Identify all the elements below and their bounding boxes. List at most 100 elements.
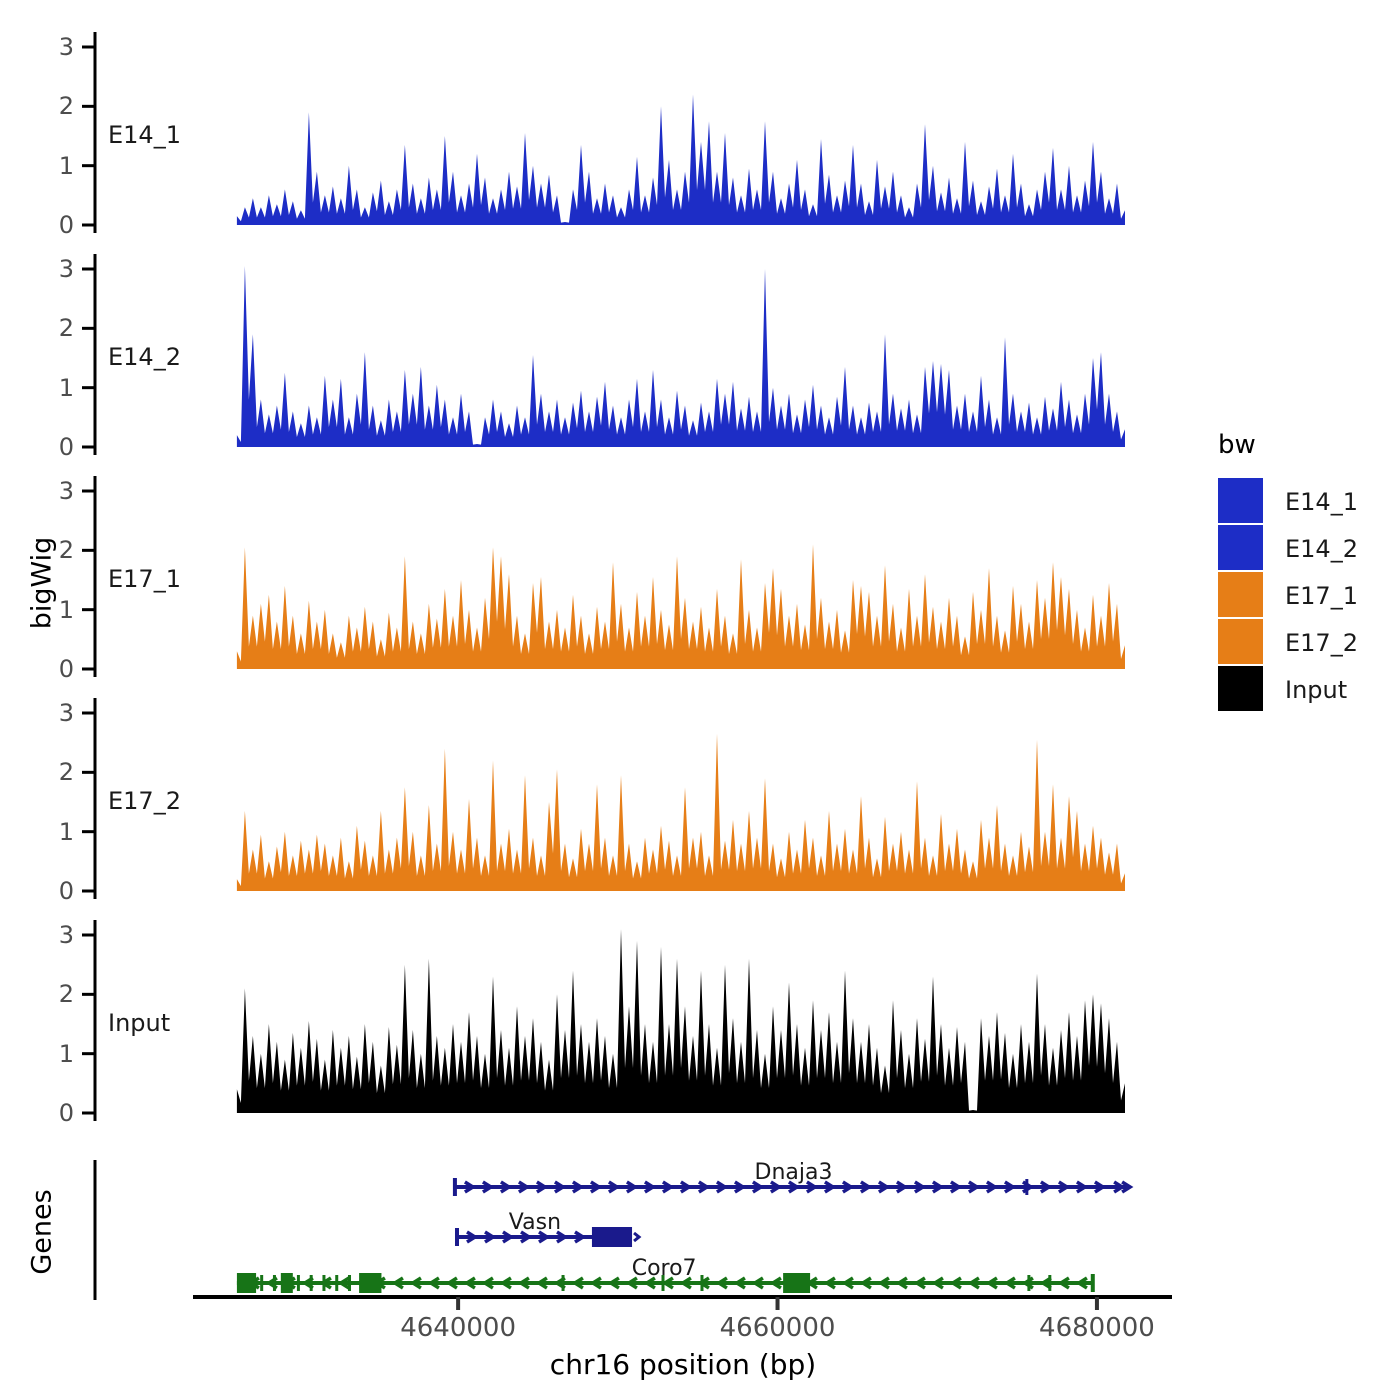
strand-arrow-icon [571, 1276, 584, 1290]
gene-start-bar-Vasn [454, 1228, 459, 1246]
legend-items: E14_1 E14_2 E17_1 E17_2 Input [1218, 478, 1358, 713]
legend-swatch-E14_1 [1218, 478, 1263, 523]
strand-arrow-icon [535, 1180, 549, 1194]
y-tick-label-E17_1-3: 3 [58, 477, 74, 505]
strand-arrow-icon [679, 1180, 693, 1194]
strand-arrow-icon [499, 1276, 512, 1290]
y-tick-label-Input-2: 2 [58, 980, 74, 1009]
strand-arrow-icon [463, 1180, 477, 1194]
legend-row-Input: Input [1218, 666, 1347, 713]
y-tick-label-E17_2-3: 3 [58, 699, 74, 727]
gene-tick-Coro7 [661, 1275, 665, 1291]
gene-exon-Coro7 [236, 1273, 257, 1293]
strand-arrow-icon [949, 1276, 962, 1290]
strand-arrow-icon [520, 1230, 533, 1244]
strand-arrow-icon [859, 1180, 873, 1194]
strand-arrow-icon [841, 1276, 854, 1290]
strand-arrow-icon [913, 1276, 926, 1290]
strand-arrow-icon [463, 1276, 476, 1290]
strand-arrow-icon [589, 1180, 603, 1194]
strand-arrow-icon [913, 1180, 927, 1194]
track-label-Input: Input [108, 1009, 171, 1037]
genes-axis-title: Genes [26, 1189, 58, 1275]
strand-arrow-icon [967, 1276, 980, 1290]
gene-tick-Coro7 [296, 1275, 300, 1291]
coverage-area-E17_2 [236, 733, 1125, 891]
strand-arrow-icon [607, 1180, 621, 1194]
y-tick-label-E14_1-1: 1 [58, 151, 74, 180]
gene-exon-Coro7 [783, 1273, 811, 1293]
strand-arrow-icon [643, 1276, 656, 1290]
gene-start-bar-Dnaja3 [452, 1178, 457, 1196]
legend-label-E14_2: E14_2 [1285, 534, 1358, 563]
legend: bw E14_1 E14_2 E17_1 E17_2 Input [1218, 430, 1358, 713]
y-tick-label-E14_2-0: 0 [58, 433, 74, 461]
strand-arrow-icon [427, 1276, 440, 1290]
legend-row-E17_1: E17_1 [1218, 572, 1358, 619]
gene-end-arrow-icon [1121, 1180, 1134, 1194]
strand-arrow-icon [517, 1276, 530, 1290]
y-tick-label-Input-0: 0 [58, 1099, 74, 1127]
strand-arrow-icon [661, 1276, 674, 1290]
gene-label-Dnaja3: Dnaja3 [754, 1160, 833, 1185]
gene-tick-Coro7 [1048, 1275, 1052, 1291]
strand-arrow-icon [1057, 1276, 1070, 1290]
gene-tick-Coro7 [322, 1275, 326, 1291]
strand-arrow-icon [517, 1180, 531, 1194]
y-tick-label-E14_1-2: 2 [58, 92, 74, 121]
x-axis-title: chr16 position (bp) [549, 1348, 817, 1381]
x-tick-label-4660000: 4660000 [719, 1313, 836, 1343]
gene-exon-Vasn [591, 1227, 633, 1247]
strand-arrow-icon [985, 1180, 999, 1194]
strand-arrow-icon [499, 1180, 513, 1194]
track-label-E17_2: E17_2 [108, 787, 181, 815]
strand-arrow-icon [751, 1180, 765, 1194]
strand-arrow-icon [484, 1230, 497, 1244]
coverage-area-Input [236, 929, 1125, 1113]
strand-arrow-icon [574, 1230, 587, 1244]
legend-swatch-E14_2 [1218, 525, 1263, 570]
gene-tick-Coro7 [272, 1275, 276, 1291]
strand-arrow-icon [823, 1180, 837, 1194]
coverage-area-E17_1 [236, 544, 1125, 669]
legend-row-E14_2: E14_2 [1218, 525, 1358, 572]
strand-arrow-icon [1003, 1180, 1017, 1194]
strand-arrow-icon [679, 1276, 692, 1290]
legend-title: bw [1218, 430, 1256, 460]
strand-arrow-icon [1003, 1276, 1016, 1290]
strand-arrow-icon [733, 1276, 746, 1290]
y-tick-label-E17_2-1: 1 [58, 817, 74, 846]
y-tick-label-E17_1-2: 2 [58, 536, 74, 565]
gene-exon-Coro7 [280, 1273, 293, 1293]
strand-arrow-icon [715, 1276, 728, 1290]
coverage-area-E14_1 [236, 94, 1125, 225]
strand-arrow-icon [1075, 1180, 1089, 1194]
gene-tick-Dnaja3 [1025, 1179, 1029, 1195]
strand-arrow-icon [967, 1180, 981, 1194]
y-tick-label-E17_2-0: 0 [58, 877, 74, 905]
strand-arrow-icon [538, 1230, 551, 1244]
gene-end-arrow-icon [1113, 1180, 1126, 1194]
gene-label-Coro7: Coro7 [631, 1256, 697, 1281]
strand-arrow-icon [391, 1276, 404, 1290]
strand-arrow-icon [877, 1276, 890, 1290]
strand-arrow-icon [445, 1276, 458, 1290]
strand-arrow-icon [769, 1180, 783, 1194]
y-tick-label-E14_2-2: 2 [58, 314, 74, 343]
strand-arrow-icon [841, 1180, 855, 1194]
y-tick-label-Input-1: 1 [58, 1039, 74, 1068]
strand-arrow-icon [1039, 1276, 1052, 1290]
strand-arrow-icon [895, 1276, 908, 1290]
legend-row-E14_1: E14_1 [1218, 478, 1358, 525]
strand-arrow-icon [1093, 1180, 1107, 1194]
gene-tick-Coro7 [348, 1275, 352, 1291]
strand-arrow-icon [535, 1276, 548, 1290]
y-tick-label-E14_2-1: 1 [58, 373, 74, 402]
strand-arrow-icon [949, 1180, 963, 1194]
strand-arrow-icon [697, 1180, 711, 1194]
strand-arrow-icon [589, 1276, 602, 1290]
strand-arrow-icon [625, 1276, 638, 1290]
gene-tick-Coro7 [335, 1275, 339, 1291]
track-label-E14_2: E14_2 [108, 343, 181, 371]
